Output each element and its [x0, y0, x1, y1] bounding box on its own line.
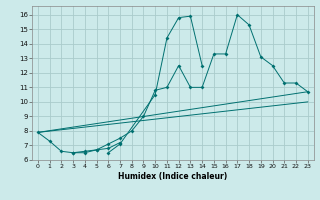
X-axis label: Humidex (Indice chaleur): Humidex (Indice chaleur) [118, 172, 228, 181]
